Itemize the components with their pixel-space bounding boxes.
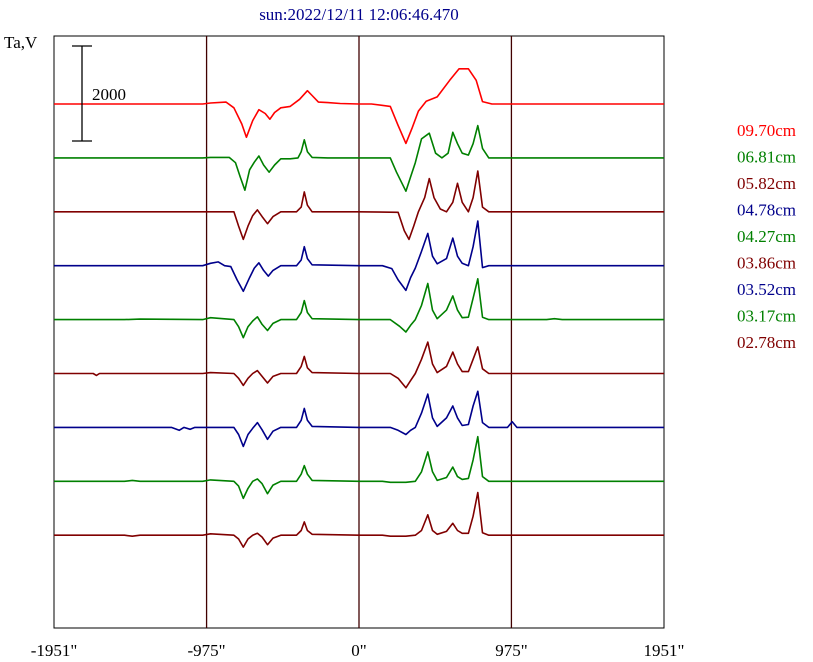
series-line-5	[54, 341, 664, 389]
x-tick-label-1: -975"	[188, 641, 226, 660]
series-line-6	[54, 390, 664, 448]
legend-item-4: 04.27cm	[737, 227, 796, 246]
x-tick-label-3: 975"	[495, 641, 527, 660]
legend: 09.70cm 06.81cm 05.82cm 04.78cm 04.27cm 03.86…	[737, 121, 796, 352]
legend-item-5: 03.86cm	[737, 254, 796, 273]
legend-item-3: 04.78cm	[737, 201, 796, 220]
series-line-7	[54, 435, 664, 500]
x-tick-label-0: -1951"	[31, 641, 78, 660]
x-tick-label-4: 1951"	[644, 641, 685, 660]
scale-bar: 2000	[72, 45, 126, 142]
series-line-0	[54, 68, 664, 145]
series-lines	[54, 68, 664, 548]
series-line-8	[54, 491, 664, 548]
legend-item-2: 05.82cm	[737, 174, 796, 193]
legend-item-6: 03.52cm	[737, 280, 796, 299]
legend-item-8: 02.78cm	[737, 333, 796, 352]
series-line-4	[54, 278, 664, 339]
series-line-3	[54, 220, 664, 293]
vertical-reference-lines	[205, 36, 513, 628]
chart-title: sun:2022/12/11 12:06:46.470	[259, 5, 459, 24]
x-tick-label-2: 0"	[351, 641, 366, 660]
legend-item-7: 03.17cm	[737, 307, 796, 326]
legend-item-0: 09.70cm	[737, 121, 796, 140]
series-line-2	[54, 170, 664, 241]
legend-item-1: 06.81cm	[737, 148, 796, 167]
scale-bar-label: 2000	[92, 85, 126, 104]
y-axis-label: Ta,V	[4, 33, 38, 52]
x-tick-labels: -1951" -975" 0" 975" 1951"	[31, 641, 685, 660]
series-line-1	[54, 124, 664, 192]
